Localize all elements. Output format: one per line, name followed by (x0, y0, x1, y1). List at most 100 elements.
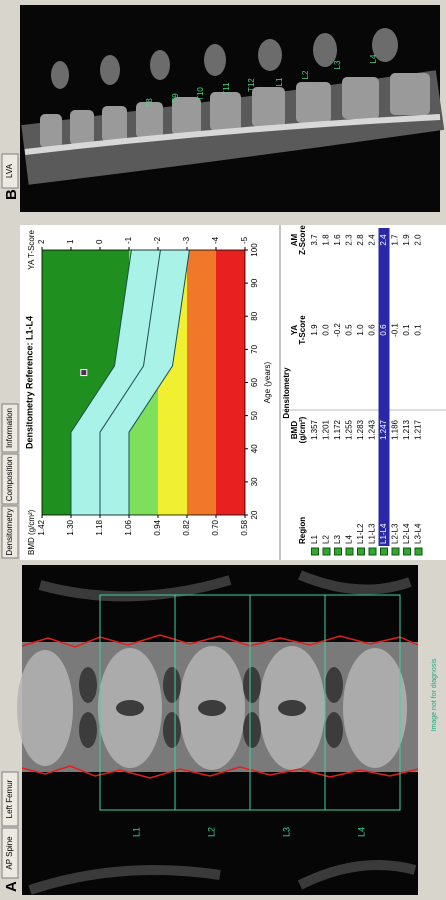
y2-tick-label: -2 (153, 236, 162, 244)
region-swatch (345, 547, 354, 556)
table-cell: 1.0 (356, 324, 365, 336)
y2-tick-label: -4 (211, 236, 220, 244)
reference-band (71, 250, 190, 515)
table-cell: L1-L4 (379, 523, 388, 544)
table-cell: 0.0 (322, 324, 331, 336)
y2-tick-label: -1 (124, 236, 133, 244)
y-tick-label: 1.06 (124, 519, 133, 535)
vertebra-label: T8 (145, 98, 154, 108)
y-axis-label: BMD (g/cm²) (27, 509, 36, 555)
x-axis-label: Age (years) (263, 361, 272, 403)
table-header: Region (298, 517, 307, 544)
patient-point (80, 369, 88, 377)
table-cell: 2.4 (379, 234, 388, 246)
bone-edge-left (21, 765, 419, 779)
table-cell: L2-L3 (391, 523, 400, 544)
vertebra-label: L3 (333, 60, 342, 69)
table-cell: L4 (345, 535, 354, 544)
image-tab-box (1, 771, 19, 827)
table-cell: 1.213 (402, 419, 411, 440)
table-cell: 1.201 (322, 419, 331, 440)
y-tick-label: 0.82 (182, 519, 191, 535)
table-cell: 0.5 (345, 324, 354, 336)
highlight-row (378, 228, 390, 546)
table-cell: 1.247 (379, 419, 388, 440)
vertebra-label: T12 (247, 78, 256, 92)
table-cell: 1.283 (356, 419, 365, 440)
vertebra-label: L2 (301, 70, 310, 79)
table-cell: L2 (322, 535, 331, 544)
table-cell: 1.217 (414, 419, 423, 440)
region-swatch (368, 547, 377, 556)
anterior-cortex (24, 114, 441, 155)
y2-axis-label: YA T-Score (27, 229, 36, 269)
x-tick-label: 20 (250, 510, 259, 519)
x-tick-label: 70 (250, 344, 259, 353)
table-cell: L1-L2 (356, 523, 365, 544)
image-tab-box (1, 827, 19, 879)
y2-tick-label: 1 (66, 239, 75, 244)
table-cell: 2.3 (345, 234, 354, 246)
table-header: Z-Score (298, 225, 307, 255)
rib-shadow (28, 570, 417, 895)
y2-tick-label: -3 (182, 236, 191, 244)
table-cell: 1.255 (345, 419, 354, 440)
table-cell: 3.7 (310, 234, 319, 246)
table-cell: 2.8 (356, 234, 365, 246)
image-note: Image not for diagnosis (431, 658, 438, 731)
table-cell: 1.172 (333, 419, 342, 440)
y-tick-label: 0.94 (153, 519, 162, 535)
table-cell: 1.8 (322, 234, 331, 246)
x-tick-label: 30 (250, 477, 259, 486)
table-cell: L3 (333, 535, 342, 544)
y-tick-label: 0.70 (211, 519, 220, 535)
y2-tick-label: 2 (37, 239, 46, 244)
risk-zone (216, 250, 245, 515)
table-header: YA (290, 325, 299, 336)
table-cell: 1.9 (310, 324, 319, 336)
table-cell: L3-L4 (414, 523, 423, 544)
x-tick-label: 60 (250, 378, 259, 387)
reference-upper-line (70, 249, 132, 515)
region-label: L1 (131, 827, 141, 837)
vertebral-gaps (79, 667, 343, 748)
image-tab: LVA (5, 163, 14, 178)
y-tick-label: 1.42 (37, 519, 46, 535)
table-cell: L1 (310, 535, 319, 544)
table-cell: L2-L4 (402, 523, 411, 544)
y2-tick-label: -5 (240, 236, 249, 244)
region-label: L4 (356, 827, 366, 837)
panel-tab-box (1, 403, 19, 453)
panel-tab: Information (5, 408, 14, 448)
table-cell: 1.9 (402, 234, 411, 246)
x-tick-label: 100 (250, 243, 259, 257)
table-cell: 1.357 (310, 419, 319, 440)
table-cell: 1.7 (391, 234, 400, 246)
table-cell: 0.1 (414, 324, 423, 336)
region-swatch (414, 547, 423, 556)
y-tick-label: 0.58 (240, 519, 249, 535)
table-title: Densitometry (282, 367, 291, 419)
image-tab: AP Spine (5, 836, 14, 870)
table-header: (g/cm²) (298, 416, 307, 443)
panel-tab: Composition (5, 457, 14, 501)
table-cell: 2.0 (414, 234, 423, 246)
region-swatch (391, 547, 400, 556)
vertebra-label: L4 (369, 54, 378, 63)
vertebra-label: L1 (275, 77, 284, 86)
table-header: AM (290, 233, 299, 246)
vertebra-label: T9 (171, 93, 180, 103)
table-cell: L1-L3 (368, 523, 377, 544)
region-label: L2 (206, 827, 216, 837)
bone-edge-right (21, 634, 419, 648)
panel-tab-box (1, 505, 19, 559)
region-swatch (322, 547, 331, 556)
image-tab-box (1, 153, 19, 189)
table-header: T-Score (298, 315, 307, 345)
y2-tick-label: 0 (95, 239, 104, 244)
y-tick-label: 1.30 (66, 519, 75, 535)
x-tick-label: 80 (250, 311, 259, 320)
table-cell: 0.1 (402, 324, 411, 336)
